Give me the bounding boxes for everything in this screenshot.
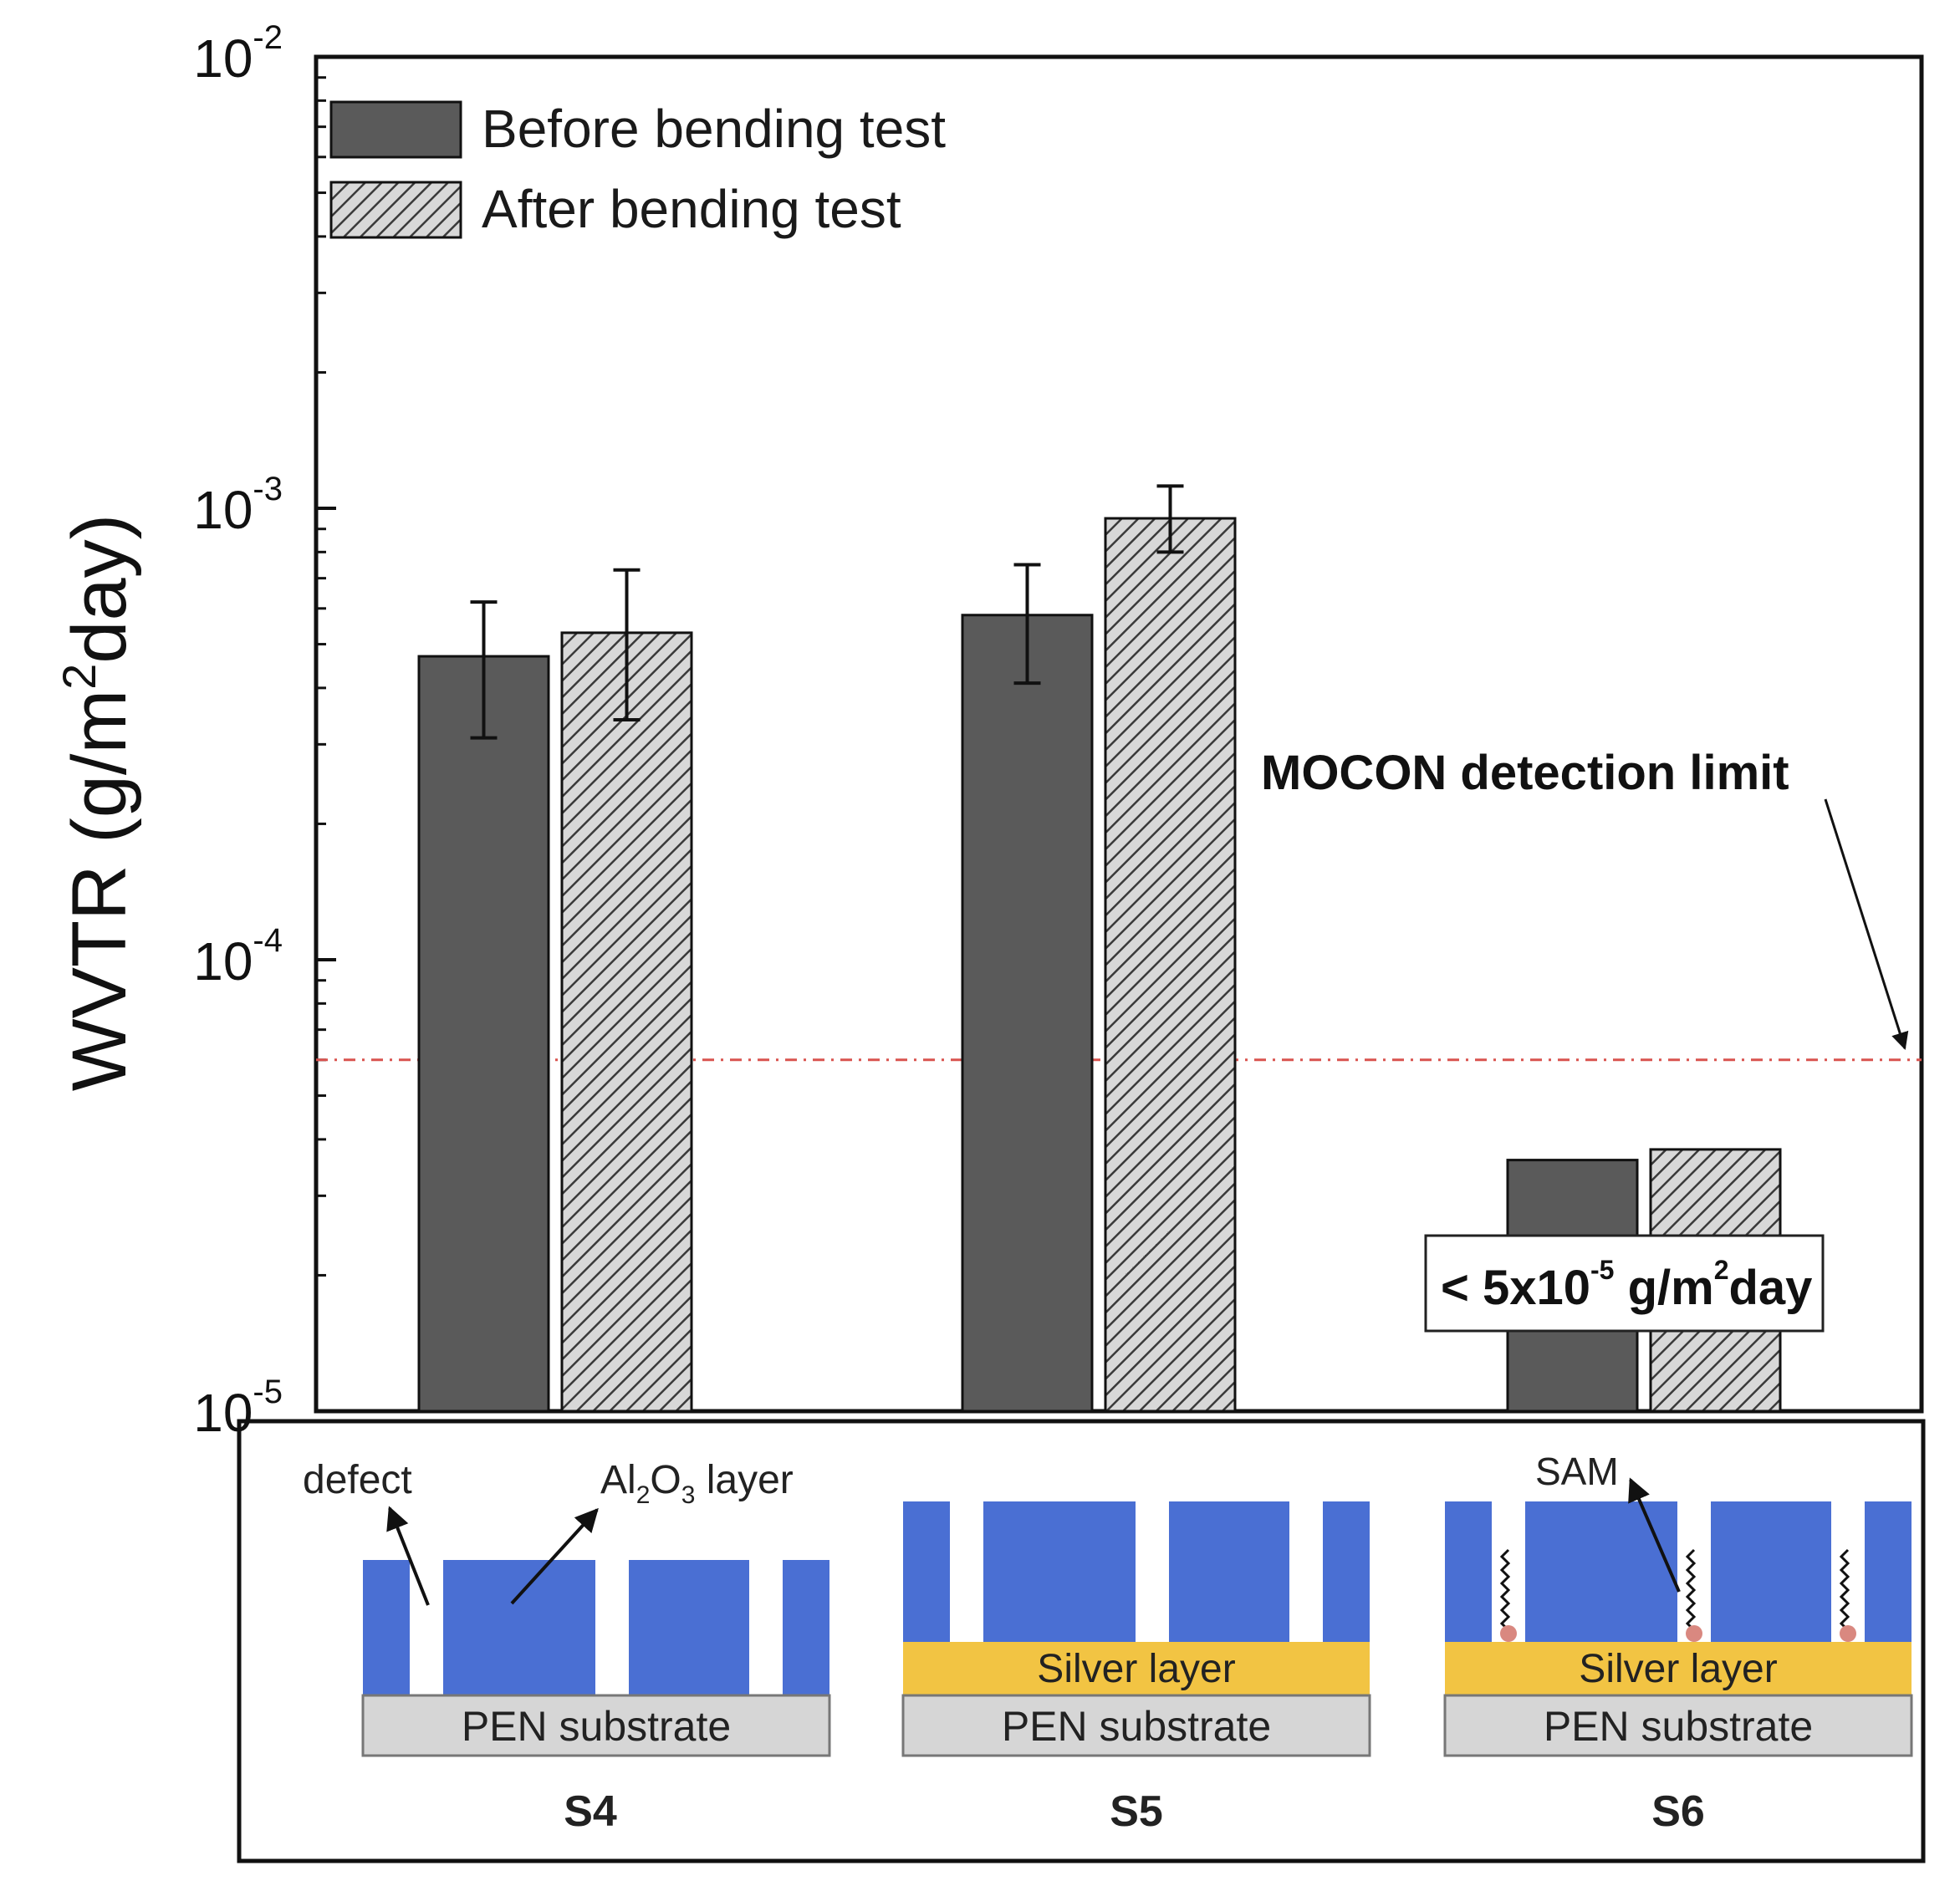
legend-swatch-before — [329, 100, 462, 159]
s6-panel-label: S6 — [1651, 1787, 1705, 1836]
legend: Before bending test After bending test — [329, 99, 946, 239]
detection-limit-label: MOCON detection limit — [1261, 746, 1789, 800]
s4-panel-label: S4 — [564, 1787, 617, 1836]
s6-blue-block-4 — [1865, 1501, 1912, 1642]
s5-blue-block-4 — [1323, 1501, 1370, 1642]
limit-annotation-text: < 5x10-5 g/m2day — [1441, 1255, 1812, 1315]
sam-chain-1 — [1499, 1548, 1511, 1632]
s5-blue-block-1 — [903, 1501, 950, 1642]
y-tick-exp: -3 — [253, 471, 283, 507]
bar-s5-before — [961, 614, 1094, 1413]
s4-layer-arrow — [510, 1507, 599, 1605]
s6-sam-arrow — [1628, 1477, 1681, 1593]
legend-swatch-after — [329, 181, 462, 239]
limit-annotation-mid: g/m — [1614, 1261, 1713, 1315]
legend-label-after: After bending test — [482, 179, 901, 239]
s6-blue-block-3 — [1711, 1501, 1831, 1642]
y-tick-exp: -4 — [253, 922, 283, 959]
s4-defect-label: defect — [303, 1458, 412, 1502]
s4-layer-label: Al2O3 layer — [600, 1458, 794, 1509]
s4-substrate — [361, 1694, 831, 1757]
y-tick-label: 10-5 — [193, 1374, 283, 1443]
s4-substrate-label: PEN substrate — [462, 1703, 731, 1750]
s6-substrate — [1443, 1694, 1913, 1757]
bar-s4-after — [560, 631, 693, 1413]
y-tick-exp: -2 — [253, 19, 283, 56]
y-axis-label-main: WVTR (g/m — [57, 690, 142, 1091]
s4-blue-block-3 — [629, 1560, 749, 1695]
sam-dot-2 — [1686, 1625, 1702, 1642]
diagram-s6: Silver layer PEN substrate SAM S6 — [1443, 1450, 1913, 1836]
s5-silver-layer — [903, 1642, 1370, 1695]
limit-annotation-exp2: 2 — [1714, 1255, 1729, 1285]
s5-silver-label: Silver layer — [1037, 1647, 1235, 1691]
s4-layer-sub2: 3 — [681, 1481, 696, 1509]
limit-annotation-box — [1424, 1234, 1825, 1333]
s4-blue-block-4 — [783, 1560, 829, 1695]
y-ticks: 10-510-410-310-2 — [193, 19, 336, 1443]
bars — [417, 517, 1782, 1413]
y-tick-base: 10 — [193, 1383, 253, 1443]
y-tick-label: 10-3 — [193, 471, 283, 540]
s6-blue-block-2 — [1525, 1501, 1677, 1642]
s4-defect-arrow — [386, 1506, 430, 1606]
s6-silver-label: Silver layer — [1579, 1647, 1777, 1691]
y-axis-label-sup: 2 — [53, 664, 105, 690]
s4-layer-o: O — [650, 1458, 681, 1502]
s5-blue-block-3 — [1169, 1501, 1289, 1642]
y-tick-base: 10 — [193, 28, 253, 89]
limit-annotation-exp1: -5 — [1590, 1255, 1614, 1285]
s5-panel-label: S5 — [1110, 1787, 1163, 1836]
s6-substrate-label: PEN substrate — [1544, 1703, 1813, 1750]
y-tick-exp: -5 — [253, 1374, 283, 1410]
s5-blue-block-2 — [983, 1501, 1136, 1642]
s5-substrate-label: PEN substrate — [1002, 1703, 1271, 1750]
s5-substrate — [901, 1694, 1371, 1757]
s4-layer-a: Al — [600, 1458, 636, 1502]
sam-chain-2 — [1685, 1548, 1697, 1632]
y-tick-base: 10 — [193, 480, 253, 540]
limit-annotation-prefix: < 5x10 — [1441, 1261, 1590, 1315]
s6-blue-block-1 — [1445, 1501, 1492, 1642]
detection-limit-arrow — [1824, 798, 1909, 1051]
s6-silver-layer — [1445, 1642, 1912, 1695]
s4-layer-tail: layer — [695, 1458, 793, 1502]
y-tick-label: 10-2 — [193, 19, 283, 89]
s4-blue-block-2 — [443, 1560, 595, 1695]
diagram-frame — [237, 1419, 1926, 1863]
y-tick-label: 10-4 — [193, 922, 283, 991]
y-axis-label: WVTR (g/m2day) — [53, 514, 142, 1092]
error-bars — [470, 484, 1184, 740]
y-tick-base: 10 — [193, 931, 253, 991]
s4-blue-block-1 — [363, 1560, 410, 1695]
sam-dot-1 — [1500, 1625, 1517, 1642]
s6-sam-label: SAM — [1535, 1450, 1619, 1493]
y-axis-label-tail: day) — [57, 514, 142, 664]
s4-layer-sub1: 2 — [636, 1481, 651, 1509]
bar-s5-after — [1104, 517, 1237, 1413]
sam-chain-3 — [1839, 1548, 1850, 1632]
sam-dot-3 — [1840, 1625, 1856, 1642]
bar-s4-before — [417, 655, 550, 1413]
diagram-s5: Silver layer PEN substrate S5 — [901, 1501, 1371, 1836]
diagram-s4: PEN substrate defect Al2O3 layer S4 — [303, 1458, 831, 1836]
legend-label-before: Before bending test — [482, 99, 946, 159]
limit-annotation-suffix: day — [1729, 1261, 1813, 1315]
